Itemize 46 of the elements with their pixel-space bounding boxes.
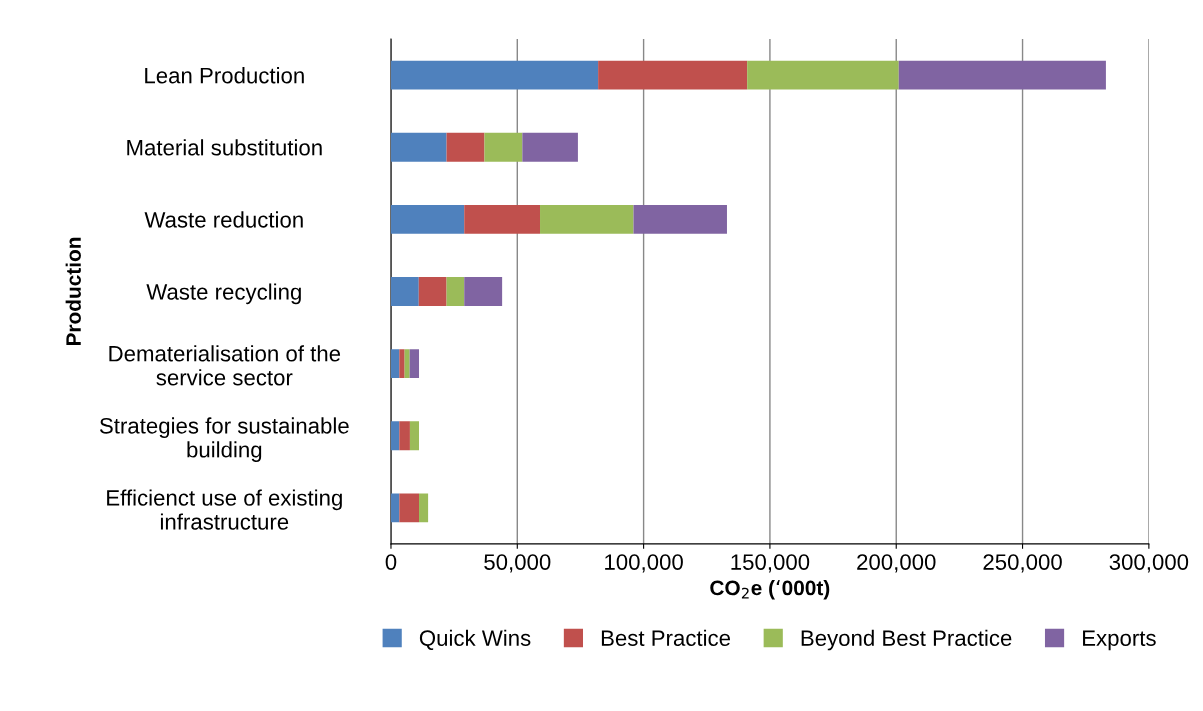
x-tick-label: 0	[385, 554, 397, 570]
x-tick-label: 300,000	[1109, 554, 1189, 573]
bar	[446, 132, 485, 162]
bar	[418, 277, 447, 306]
bar	[399, 349, 405, 379]
bar	[633, 204, 727, 234]
x-tick-label: 150,000	[731, 554, 810, 573]
bar	[484, 132, 523, 162]
legend-label: Quick Wins	[419, 629, 531, 650]
y-tick-label: Waste recycling	[146, 283, 301, 305]
bar	[390, 421, 400, 451]
x-tick-label: 50,000	[484, 554, 551, 573]
bar	[540, 204, 634, 234]
legend-label: Best Practice	[601, 629, 731, 646]
bar	[390, 204, 465, 234]
y-axis-title: Production	[65, 237, 81, 346]
legend-label: Exports	[1083, 630, 1156, 651]
x-tick-label: 250,000	[983, 554, 1062, 573]
bar	[404, 349, 410, 379]
bar	[446, 277, 465, 306]
bar	[464, 204, 541, 234]
bar	[390, 493, 400, 523]
bar	[419, 493, 429, 523]
y-tick-label: Strategies for sustainable building	[99, 417, 349, 462]
bar	[399, 421, 410, 451]
y-tick-label: Lean Production	[145, 67, 304, 84]
bar	[390, 60, 599, 90]
bar	[409, 349, 420, 379]
bar	[390, 277, 419, 306]
x-tick-label: 100,000	[605, 554, 683, 573]
bar	[898, 60, 1106, 90]
y-tick-label: Waste reduction	[144, 211, 303, 228]
bar	[399, 493, 420, 523]
x-tick-label: 200,000	[857, 554, 936, 573]
x-axis-title: CO$_{2}$e (‘000t)	[710, 579, 830, 600]
bar	[747, 60, 899, 90]
bar	[409, 421, 420, 451]
y-tick-label: Efficienct use of existing infrastructure	[107, 489, 342, 530]
bar	[464, 277, 503, 306]
legend-label: Beyond Best Practice	[801, 629, 1012, 651]
y-tick-label: Dematerialisation of the service sector	[109, 345, 341, 386]
y-tick-label: Material substitution	[127, 139, 322, 156]
bar	[390, 132, 447, 162]
bar	[522, 132, 578, 162]
bar	[598, 60, 748, 90]
bar	[390, 349, 400, 379]
